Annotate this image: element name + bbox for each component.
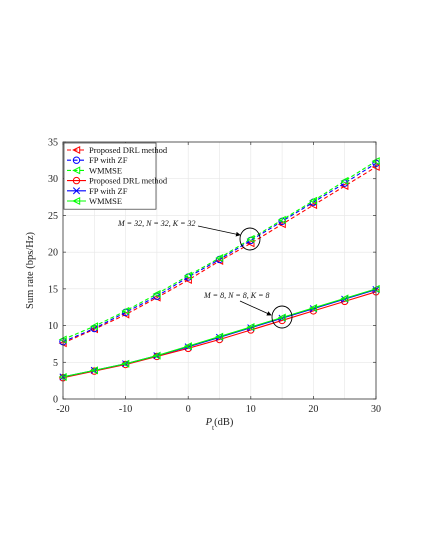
plot-frame (62, 141, 377, 400)
y-tick-label: 20 (48, 248, 58, 259)
data-point-stroke (341, 295, 349, 303)
data-point (246, 239, 255, 248)
data-point (89, 322, 98, 331)
data-point-stroke (309, 305, 317, 313)
data-point (89, 366, 98, 375)
legend-item: Proposed DRL method (67, 176, 168, 186)
legend-item: FP with ZF (67, 186, 128, 196)
data-point (183, 276, 192, 285)
annotation-2: M = 8, N = 8, K = 8 (203, 291, 293, 329)
legend-item: Proposed DRL method (67, 145, 168, 155)
data-point (152, 351, 161, 360)
series-line (62, 288, 377, 378)
data-point (309, 201, 318, 210)
series-layer (58, 157, 380, 382)
data-point (72, 156, 81, 164)
data-point-stroke (215, 333, 224, 341)
data-point (277, 220, 286, 229)
annotation-circle (239, 227, 261, 251)
data-point (309, 303, 318, 312)
y-tick-label: 25 (48, 211, 58, 222)
series-line (62, 166, 377, 344)
data-point (121, 359, 130, 368)
y-tick-label: 10 (48, 321, 58, 332)
annotation-label: M = 32, N = 32, K = 32 (117, 219, 196, 228)
data-point (340, 176, 349, 185)
x-axis-label: Pt(dB) (205, 417, 234, 432)
data-point (72, 176, 81, 185)
y-tick-label: 30 (48, 174, 58, 185)
y-tick-label: 15 (48, 284, 58, 295)
annotation-circle (271, 305, 293, 329)
legend-item: FP with ZF (67, 155, 128, 165)
data-point (246, 323, 255, 332)
annotation-arrow (239, 300, 272, 316)
data-point-stroke (184, 343, 192, 351)
legend-label: WMMSE (89, 196, 122, 206)
annotation-arrow (197, 225, 241, 237)
data-point-stroke (247, 324, 255, 332)
y-axis-label: Sum rate (bps/Hz) (25, 232, 36, 309)
data-point (72, 196, 81, 206)
data-point (183, 342, 192, 351)
data-point (277, 313, 286, 322)
data-point (183, 271, 192, 280)
data-point (277, 215, 286, 224)
y-tick-label: 5 (53, 358, 58, 369)
data-point (72, 187, 81, 195)
series-line (62, 160, 377, 341)
data-point (72, 166, 81, 175)
legend-label: FP with ZF (89, 155, 128, 165)
annotations: M = 32, N = 32, K = 32 M = 8, N = 8, K = … (117, 219, 293, 329)
series-6 (58, 284, 380, 381)
data-point (340, 294, 349, 303)
x-tick-label: 30 (371, 404, 381, 415)
x-tick-label: 0 (186, 404, 191, 415)
annotation-label: M = 8, N = 8, K = 8 (203, 291, 270, 300)
data-point (121, 306, 130, 315)
data-point (152, 289, 161, 299)
annotation-1: M = 32, N = 32, K = 32 (117, 219, 261, 251)
series-line (62, 291, 377, 379)
y-tick-label: 0 (53, 395, 58, 406)
data-point (246, 234, 255, 243)
data-point-stroke (278, 314, 286, 322)
x-tick-label: -20 (56, 404, 69, 415)
legend-label: Proposed DRL method (89, 176, 168, 186)
x-tick-label: -10 (119, 404, 132, 415)
tick-labels: -20 -10 0 10 20 30 0 5 10 15 20 25 30 35 (48, 138, 381, 416)
data-point (72, 145, 81, 155)
y-tick-label: 35 (48, 138, 58, 149)
legend-item: WMMSE (67, 196, 122, 206)
x-tick-label: 10 (246, 404, 256, 415)
legend-label: FP with ZF (89, 186, 128, 196)
legend-label: WMMSE (89, 165, 122, 175)
data-point (215, 332, 224, 341)
legend-item: WMMSE (67, 165, 122, 175)
legend-label: Proposed DRL method (89, 145, 168, 155)
data-point (309, 196, 318, 205)
data-point (340, 182, 349, 191)
data-point-stroke (72, 187, 81, 195)
data-point (215, 254, 224, 263)
x-tick-label: 20 (308, 404, 318, 415)
